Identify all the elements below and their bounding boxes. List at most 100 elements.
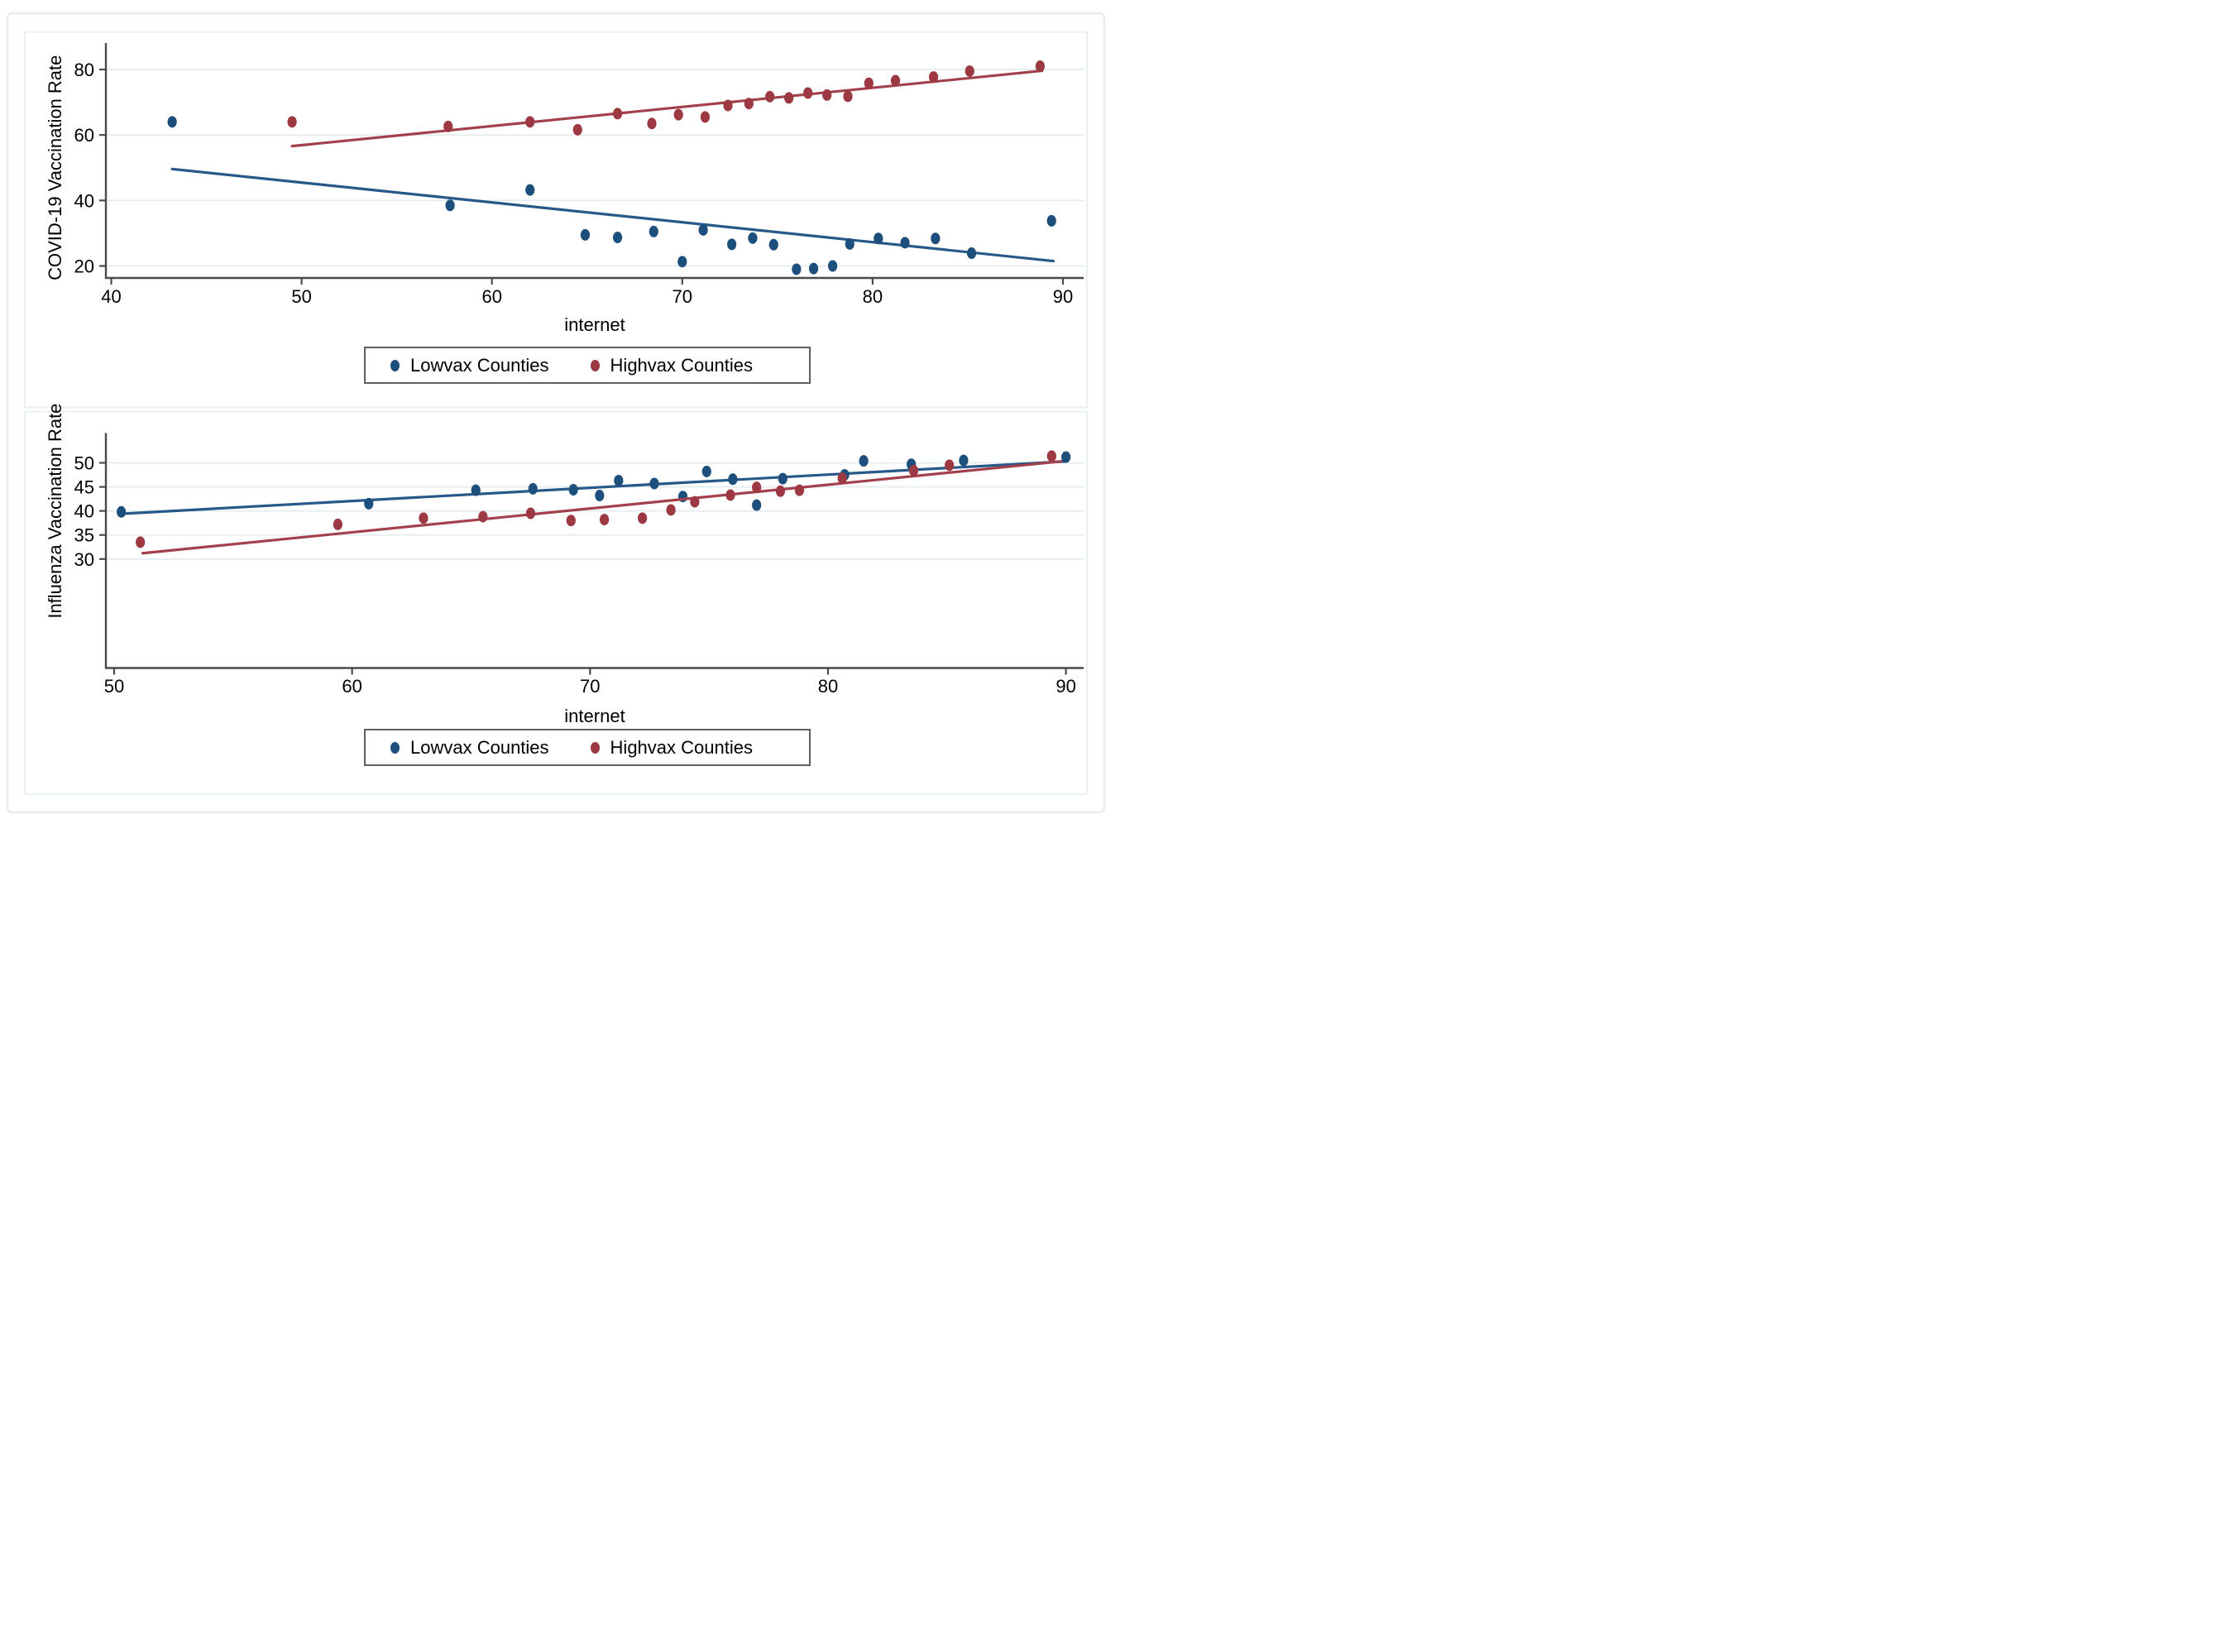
highvax-data-point [700, 111, 711, 123]
lowvax-data-point [900, 237, 910, 249]
legend-covid: Lowvax Counties Highvax Counties [364, 347, 811, 384]
highvax-data-point [908, 464, 919, 476]
x-tick-label: 60 [342, 676, 361, 697]
figure-frame: 20 40 60 80 40 50 60 70 80 90 internet COVID-19 Vac… [0, 0, 1113, 826]
highvax-data-point [525, 116, 535, 128]
lowvax-data-point [1046, 214, 1056, 227]
x-tick-label: 40 [101, 286, 121, 307]
lowvax-data-point [701, 465, 711, 477]
lowvax-data-point [827, 260, 838, 272]
lowvax-data-point [1061, 451, 1071, 463]
legend-item-lowvax: Lowvax Counties [390, 355, 549, 376]
highvax-data-point [744, 98, 754, 110]
lowvax-data-point [778, 472, 787, 485]
highvax-data-point [890, 74, 901, 87]
highvax-data-point [478, 510, 488, 523]
highvax-data-point [725, 489, 735, 501]
x-tick-label: 60 [481, 286, 501, 307]
y-tick-label: 40 [74, 190, 94, 211]
highvax-data-point [784, 92, 794, 104]
highvax-data-point [752, 481, 762, 494]
legend-item-lowvax: Lowvax Counties [390, 737, 549, 759]
lowvax-data-point [117, 505, 127, 518]
lowvax-marker-icon [390, 359, 400, 371]
lowvax-trend-line [120, 460, 1068, 515]
lowvax-data-point [528, 482, 538, 495]
x-tick-label: 80 [863, 286, 883, 307]
highvax-data-point [775, 485, 786, 497]
lowvax-data-point [471, 484, 481, 496]
x-tick-label: 90 [1056, 676, 1075, 697]
x-tick-label: 70 [673, 286, 692, 307]
lowvax-data-point [845, 237, 854, 250]
legend-item-highvax: Highvax Counties [590, 354, 753, 376]
highvax-data-point [928, 71, 939, 84]
x-tick-label: 90 [1053, 286, 1073, 307]
lowvax-data-point [966, 247, 977, 260]
y-tick-label: 20 [74, 256, 94, 276]
legend-label-lowvax: Lowvax Counties [410, 736, 549, 758]
highvax-data-point [1035, 60, 1045, 73]
highvax-data-point [333, 518, 342, 530]
y-tick-label: 35 [74, 525, 94, 546]
lowvax-data-point [595, 490, 605, 502]
y-tick-label: 80 [74, 60, 94, 80]
lowvax-data-point [568, 484, 578, 496]
x-axis-title: internet [564, 706, 625, 726]
lowvax-data-point [792, 263, 802, 275]
highvax-data-point [647, 117, 657, 130]
lowvax-data-point [959, 454, 969, 467]
legend-item-highvax: Highvax Counties [590, 737, 753, 759]
highvax-data-point [723, 99, 733, 112]
highvax-data-point [599, 514, 610, 526]
highvax-data-point [572, 123, 582, 136]
y-tick-label: 60 [74, 125, 94, 146]
y-tick-label: 50 [74, 453, 94, 474]
figure-border [6, 12, 1106, 814]
lowvax-data-point [614, 475, 624, 487]
highvax-data-point [136, 536, 146, 548]
y-tick-label: 45 [74, 477, 94, 498]
highvax-data-point [612, 108, 623, 120]
highvax-data-point [945, 459, 955, 472]
y-tick-label: 30 [74, 549, 94, 570]
highvax-data-point [566, 515, 576, 527]
highvax-trend-line [141, 460, 1063, 555]
lowvax-data-point [649, 225, 658, 237]
x-tick-label: 70 [580, 676, 600, 697]
charts-canvas: 20 40 60 80 40 50 60 70 80 90 internet COVID-19 Vac… [6, 12, 1106, 814]
highvax-data-point [794, 484, 805, 496]
legend-influenza: Lowvax Counties Highvax Counties [364, 729, 811, 766]
legend-label-highvax: Highvax Counties [610, 354, 753, 376]
highvax-data-point [843, 90, 853, 103]
highvax-data-point [803, 87, 813, 99]
lowvax-data-point [727, 238, 737, 251]
highvax-marker-icon [590, 359, 600, 371]
lowvax-data-point [752, 499, 762, 511]
highvax-data-point [287, 116, 297, 128]
highvax-data-point [864, 77, 874, 89]
y-tick-label: 40 [74, 501, 94, 522]
lowvax-data-point [859, 455, 869, 467]
lowvax-data-point [677, 256, 687, 268]
highvax-data-point [673, 108, 683, 121]
lowvax-data-point [931, 232, 941, 245]
lowvax-marker-icon [390, 741, 400, 754]
x-tick-label: 50 [104, 676, 124, 697]
lowvax-data-point [445, 199, 455, 212]
lowvax-data-point [698, 223, 708, 236]
lowvax-data-point [612, 232, 623, 244]
highvax-data-point [837, 472, 847, 485]
highvax-data-point [965, 65, 974, 77]
y-axis-title: Influenza Vaccination Rate [45, 404, 65, 619]
legend-label-lowvax: Lowvax Counties [410, 354, 549, 376]
x-tick-label: 50 [291, 286, 311, 307]
highvax-data-point [822, 89, 832, 101]
lowvax-data-point [649, 477, 659, 490]
lowvax-data-point [364, 497, 374, 510]
highvax-data-point [666, 504, 676, 516]
highvax-data-point [525, 507, 535, 520]
y-axis-title: COVID-19 Vaccination Rate [45, 55, 65, 280]
highvax-data-point [690, 496, 700, 508]
lowvax-data-point [874, 232, 883, 245]
